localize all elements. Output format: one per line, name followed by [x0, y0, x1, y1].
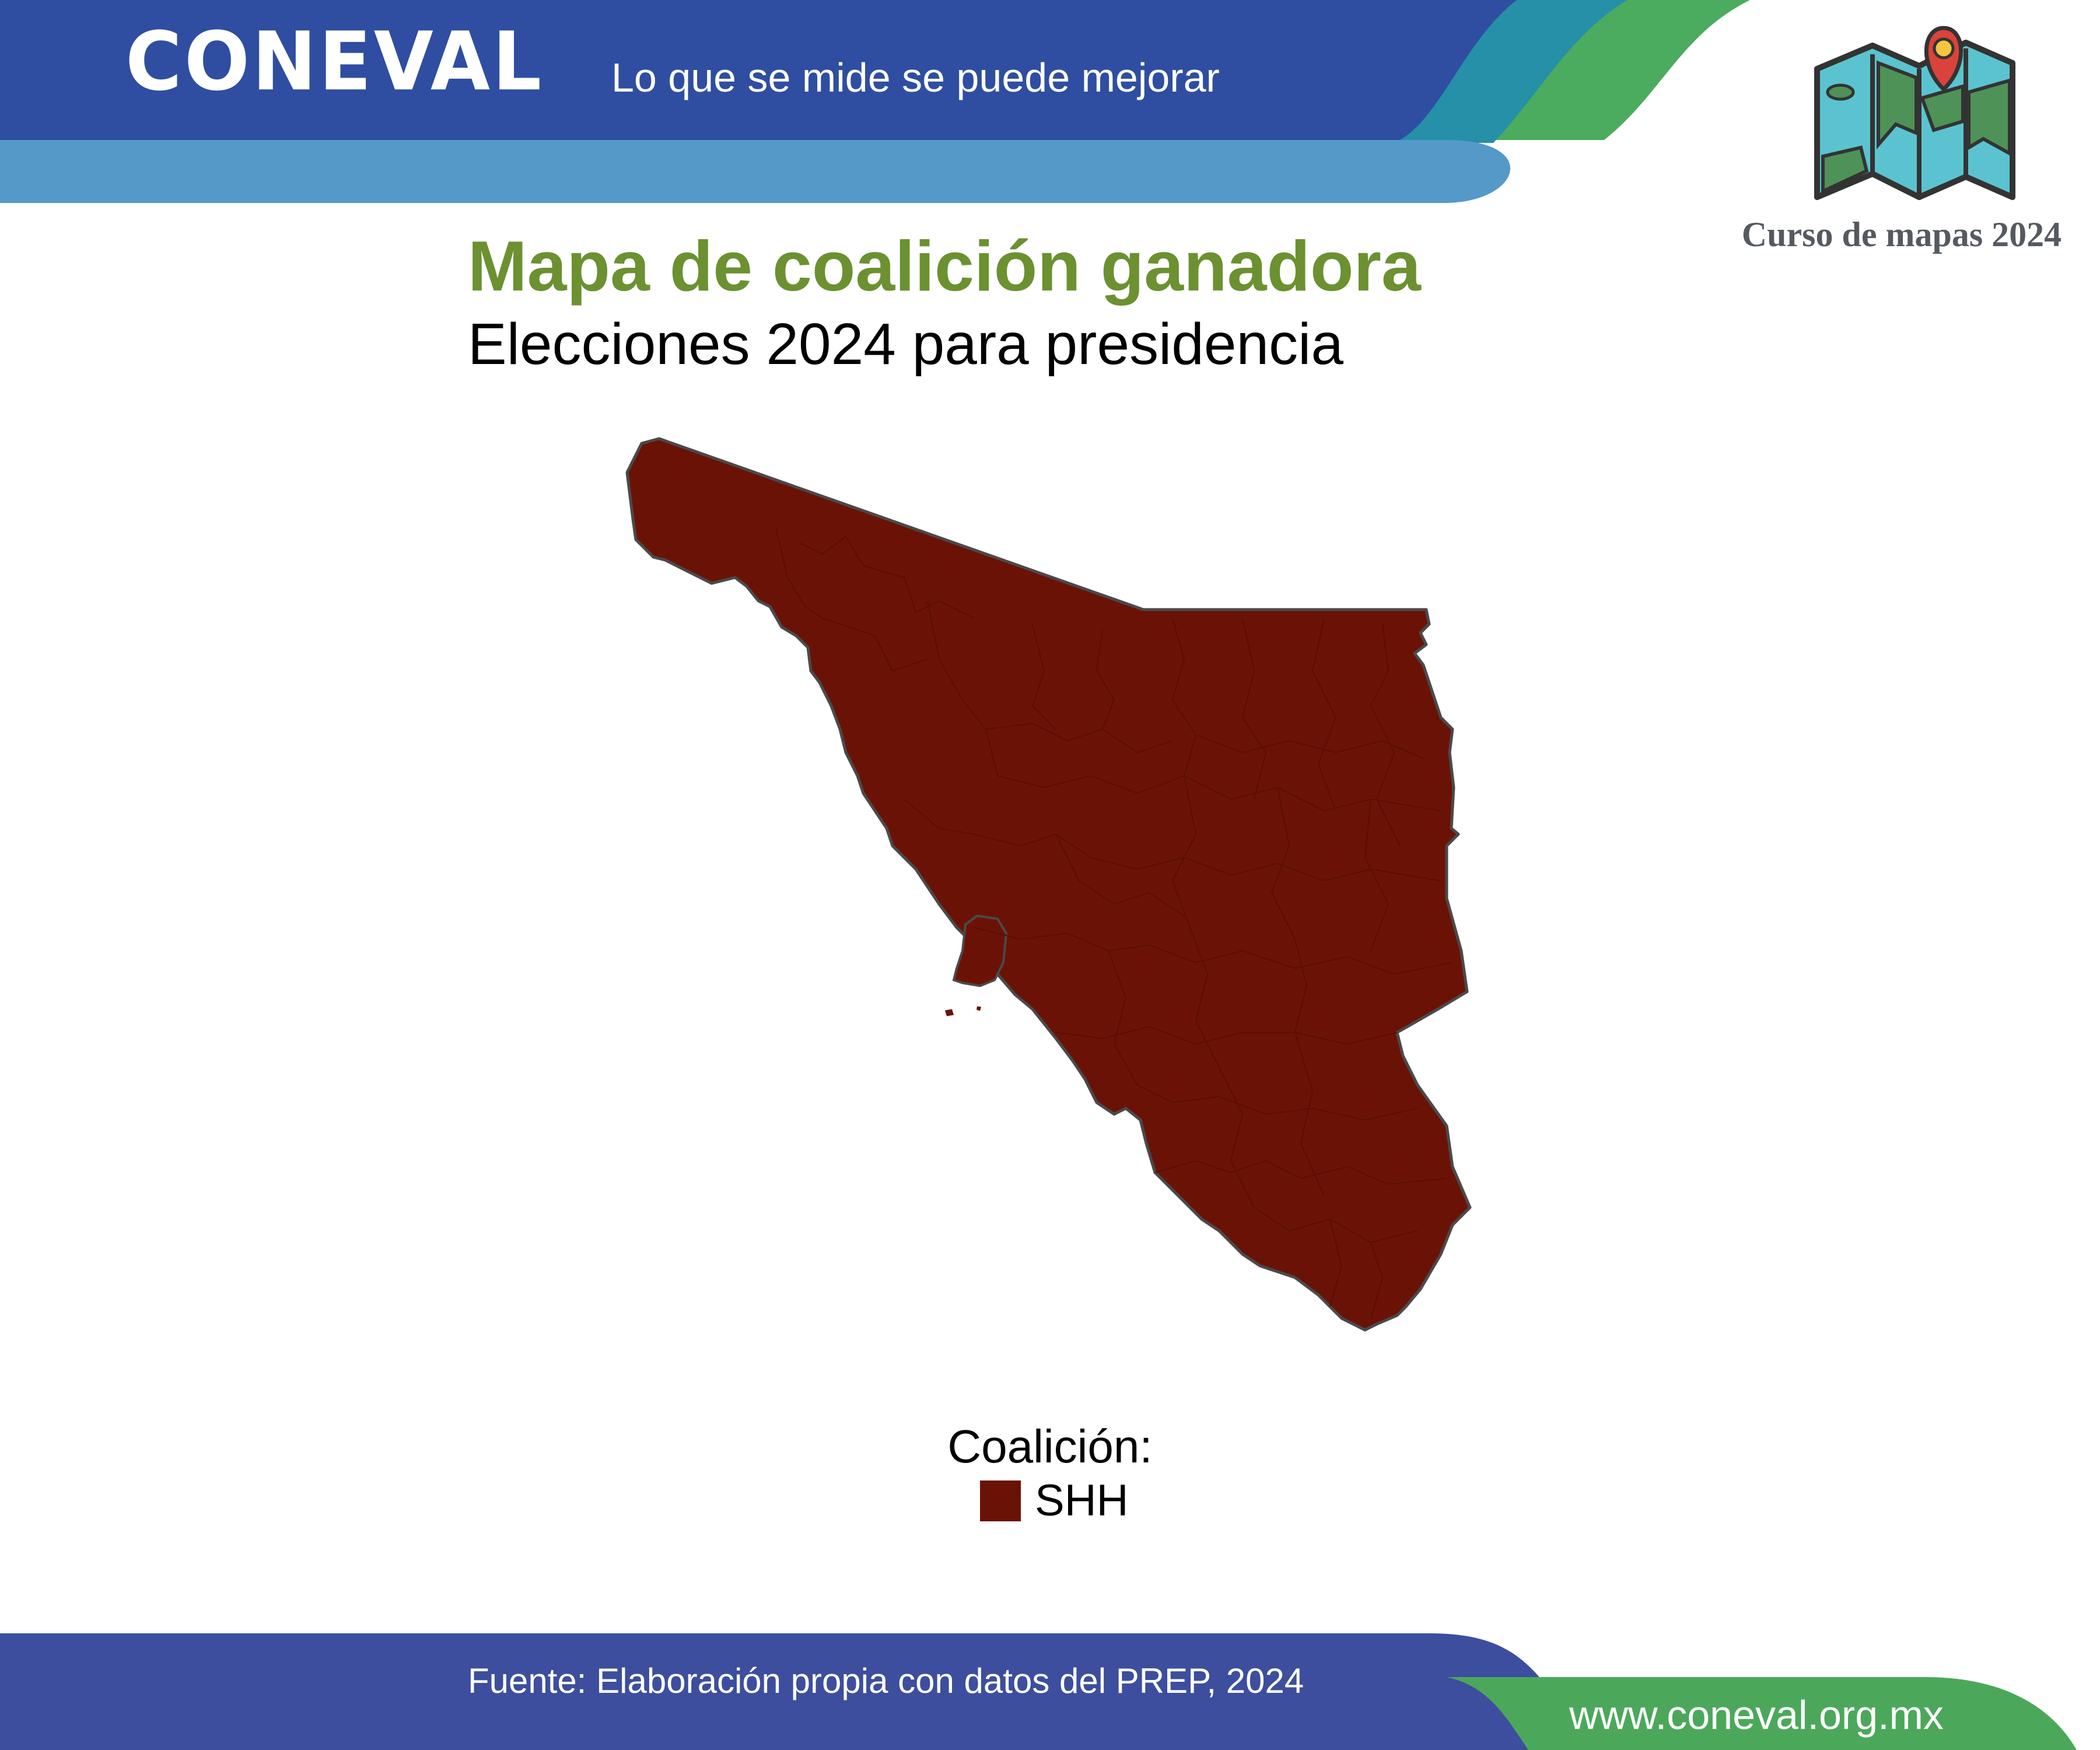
island-san-esteban: [945, 1009, 954, 1016]
legend-item: SHH: [980, 1479, 1128, 1523]
island-tiburon: [952, 914, 1008, 988]
island-patos: [977, 1006, 981, 1011]
course-caption: Curso de mapas 2024: [1741, 215, 2062, 254]
page-title: Mapa de coalición ganadora: [468, 226, 1421, 306]
state-outline: [625, 437, 1472, 1332]
state-map: [625, 437, 1472, 1332]
coneval-logo[interactable]: CONEVAL: [125, 15, 544, 109]
header-slogan: Lo que se mide se puede mejorar: [611, 55, 1220, 100]
footer-green-band: [1447, 1677, 2077, 1750]
footer-banner: [0, 1633, 2077, 1750]
header-blue-band: [0, 0, 1517, 140]
footer-blue-band: [0, 1633, 1587, 1750]
footer-url-link[interactable]: www.coneval.org.mx: [1569, 1692, 1944, 1738]
header-light-band: [0, 140, 1511, 203]
legend-label: SHH: [1035, 1476, 1129, 1525]
legend-title: Coalición:: [947, 1420, 1153, 1472]
municipal-boundaries: [775, 527, 1453, 1319]
header-banner: [0, 0, 1750, 203]
page-subtitle: Elecciones 2024 para presidencia: [468, 312, 1343, 377]
state-territory: [625, 437, 1472, 1332]
folded-map-pin-icon: [1814, 26, 2015, 200]
source-note: Fuente: Elaboración propia con datos del…: [468, 1661, 1304, 1700]
legend-swatch: [980, 1480, 1021, 1521]
